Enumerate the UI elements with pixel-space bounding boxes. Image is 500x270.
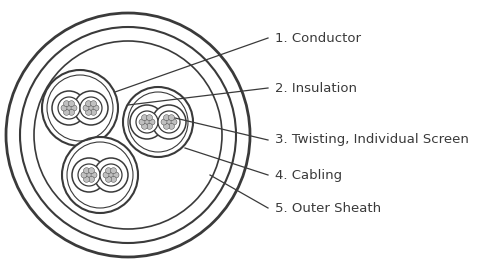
Circle shape bbox=[152, 105, 186, 139]
Circle shape bbox=[139, 119, 145, 125]
Circle shape bbox=[161, 119, 167, 125]
Circle shape bbox=[110, 168, 116, 174]
Circle shape bbox=[58, 97, 80, 119]
Circle shape bbox=[71, 105, 77, 111]
Text: 5. Outer Sheath: 5. Outer Sheath bbox=[275, 201, 381, 214]
Circle shape bbox=[136, 111, 158, 133]
Circle shape bbox=[86, 101, 91, 107]
Circle shape bbox=[100, 164, 122, 186]
Circle shape bbox=[108, 172, 114, 178]
Circle shape bbox=[42, 70, 118, 146]
Text: 2. Insulation: 2. Insulation bbox=[275, 82, 357, 94]
Circle shape bbox=[81, 172, 87, 178]
Circle shape bbox=[110, 176, 116, 182]
Circle shape bbox=[144, 119, 150, 125]
Circle shape bbox=[83, 105, 89, 111]
Circle shape bbox=[142, 123, 148, 129]
Text: 1. Conductor: 1. Conductor bbox=[275, 32, 361, 45]
Circle shape bbox=[84, 168, 89, 174]
Circle shape bbox=[113, 172, 119, 178]
Circle shape bbox=[88, 176, 94, 182]
Circle shape bbox=[166, 119, 172, 125]
Circle shape bbox=[80, 97, 102, 119]
Circle shape bbox=[123, 87, 193, 157]
Circle shape bbox=[68, 109, 74, 115]
Circle shape bbox=[93, 105, 99, 111]
Circle shape bbox=[106, 168, 112, 174]
Circle shape bbox=[64, 101, 70, 107]
Circle shape bbox=[88, 105, 94, 111]
Circle shape bbox=[130, 105, 164, 139]
Circle shape bbox=[86, 172, 92, 178]
Circle shape bbox=[91, 172, 97, 178]
Circle shape bbox=[168, 123, 174, 129]
Circle shape bbox=[86, 109, 91, 115]
Circle shape bbox=[64, 109, 70, 115]
Circle shape bbox=[66, 105, 72, 111]
Circle shape bbox=[146, 123, 152, 129]
Circle shape bbox=[78, 164, 100, 186]
Circle shape bbox=[158, 111, 180, 133]
Circle shape bbox=[146, 115, 152, 121]
Circle shape bbox=[171, 119, 177, 125]
Text: 3. Twisting, Individual Screen: 3. Twisting, Individual Screen bbox=[275, 133, 469, 147]
Circle shape bbox=[62, 137, 138, 213]
Circle shape bbox=[94, 158, 128, 192]
Circle shape bbox=[103, 172, 109, 178]
Circle shape bbox=[164, 123, 170, 129]
Circle shape bbox=[164, 115, 170, 121]
Circle shape bbox=[74, 91, 108, 125]
Circle shape bbox=[90, 101, 96, 107]
Circle shape bbox=[90, 109, 96, 115]
Text: 4. Cabling: 4. Cabling bbox=[275, 168, 342, 181]
Circle shape bbox=[142, 115, 148, 121]
Circle shape bbox=[68, 101, 74, 107]
Circle shape bbox=[106, 176, 112, 182]
Circle shape bbox=[84, 176, 89, 182]
Circle shape bbox=[88, 168, 94, 174]
Circle shape bbox=[6, 13, 250, 257]
Circle shape bbox=[168, 115, 174, 121]
Circle shape bbox=[52, 91, 86, 125]
Circle shape bbox=[72, 158, 106, 192]
Circle shape bbox=[20, 27, 236, 243]
Circle shape bbox=[149, 119, 155, 125]
Circle shape bbox=[61, 105, 67, 111]
